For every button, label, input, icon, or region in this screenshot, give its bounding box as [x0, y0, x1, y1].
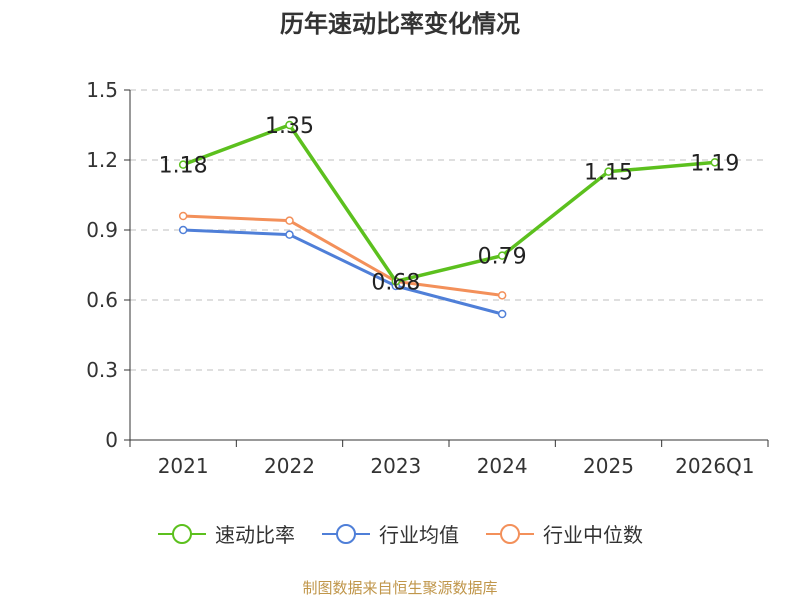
data-label: 0.68 — [371, 270, 420, 295]
series-point-2 — [285, 216, 294, 225]
data-label: 1.35 — [265, 114, 314, 139]
legend-label-industry-median: 行业中位数 — [543, 523, 643, 547]
data-label: 1.15 — [584, 161, 633, 186]
legend-marker-industry-mean — [322, 523, 370, 544]
x-tick-label: 2024 — [477, 454, 528, 478]
series-point-0 — [285, 120, 294, 130]
series-point-0 — [178, 160, 188, 169]
legend-marker-quick-ratio — [158, 523, 206, 544]
label-layer: 1.18 1.35 0.68 0.79 1.15 1.19 — [159, 114, 740, 295]
series-point-0 — [710, 158, 720, 167]
y-tick-label: 0 — [105, 428, 118, 452]
chart-title: 历年速动比率变化情况 — [280, 10, 520, 38]
series-point-0 — [497, 251, 507, 260]
y-tick-label: 1.2 — [86, 148, 118, 172]
legend-label-quick-ratio: 速动比率 — [215, 523, 295, 547]
series-point-2 — [178, 211, 188, 221]
axis-layer: 0 0.3 0.6 0.9 1.2 1.5 2021 2022 2023 2024 2025 2026… — [86, 78, 769, 478]
series-point-1 — [497, 309, 507, 319]
series-point-0 — [391, 277, 401, 286]
series-point-2 — [497, 291, 507, 300]
series-layer — [178, 120, 720, 319]
legend: 速动比率 行业均值 行业中位数 — [0, 519, 800, 548]
x-tick-label: 2022 — [264, 454, 315, 478]
grid-layer — [130, 89, 768, 371]
y-tick-label: 1.5 — [86, 78, 118, 102]
series-line-0 — [182, 123, 715, 284]
legend-item-industry-median[interactable]: 行业中位数 — [485, 519, 643, 548]
y-tick-label: 0.6 — [86, 288, 118, 312]
series-line-2 — [183, 214, 503, 297]
series-point-1 — [178, 225, 188, 235]
y-tick-label: 0.3 — [86, 358, 118, 382]
series-point-0 — [604, 167, 613, 176]
y-tick-label: 0.9 — [86, 218, 118, 242]
legend-item-industry-mean[interactable]: 行业均值 — [321, 519, 459, 548]
series-point-1 — [285, 230, 294, 239]
x-tick-label: 2026Q1 — [675, 454, 754, 478]
series-line-1 — [183, 228, 503, 316]
x-tick-label: 2023 — [370, 454, 421, 478]
legend-marker-industry-median — [486, 523, 534, 544]
legend-label-industry-mean: 行业均值 — [379, 523, 459, 547]
data-label: 0.79 — [478, 245, 527, 270]
x-tick-label: 2021 — [158, 454, 209, 478]
source-note: 制图数据来自恒生聚源数据库 — [302, 579, 498, 597]
x-tick-label: 2025 — [583, 454, 634, 478]
legend-item-quick-ratio[interactable]: 速动比率 — [157, 519, 295, 548]
data-label: 1.18 — [159, 154, 208, 179]
data-label: 1.19 — [690, 151, 739, 176]
